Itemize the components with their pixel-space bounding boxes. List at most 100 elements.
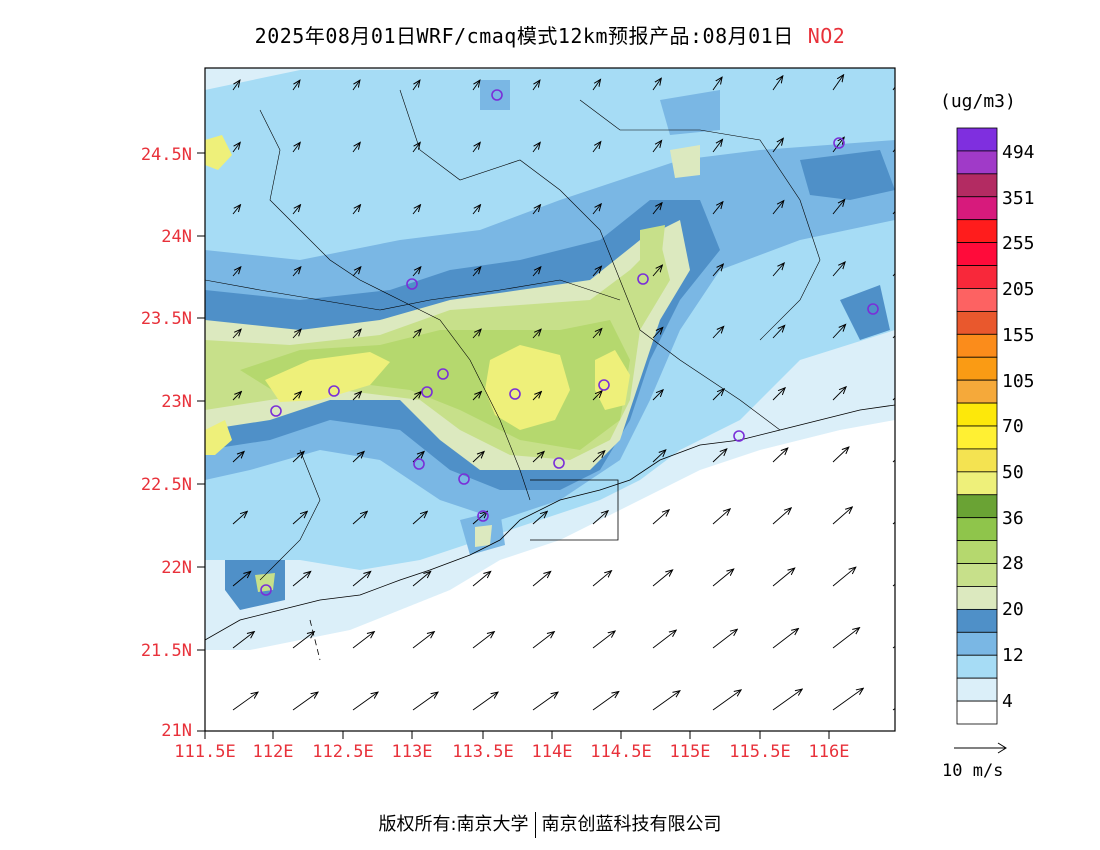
wind-arrow [772, 263, 784, 277]
wind-arrow [592, 571, 612, 587]
colorbar-cell [956, 425, 998, 450]
wind-arrow [592, 692, 619, 711]
wind-arrow [532, 392, 541, 401]
wind-arrow [232, 511, 247, 525]
colorbar-label-12: 12 [1002, 645, 1024, 666]
wind-arrow [592, 329, 602, 339]
colorbar-cell [956, 127, 998, 152]
copyright-right: 南京创蓝科技有限公司 [541, 814, 722, 835]
wind-arrow [532, 511, 547, 525]
lat-label-23: 23N [161, 392, 192, 412]
colorbar-cell [956, 677, 998, 702]
colorbar-cell [956, 448, 998, 473]
wind-arrow [772, 448, 788, 463]
wind-arrow [532, 632, 554, 649]
wind-arrow [772, 388, 785, 401]
monitoring-stations [260, 89, 879, 596]
colorbar-cell [956, 586, 998, 610]
station-marker [598, 379, 610, 391]
footer-divider [534, 812, 536, 838]
colorbar-label-205: 205 [1002, 279, 1035, 300]
wind-arrow [292, 452, 304, 463]
colorbar-label-255: 255 [1002, 233, 1035, 254]
colorbar-label-50: 50 [1002, 462, 1024, 483]
wind-arrow [712, 202, 723, 215]
station-marker [491, 89, 503, 101]
wind-arrow [352, 392, 361, 401]
colorbar-cell [956, 402, 998, 427]
lat-label-23-5: 23.5N [140, 309, 192, 329]
wind-arrow [772, 76, 783, 91]
wind-arrow [232, 329, 241, 339]
colorbar-label-28: 28 [1002, 553, 1024, 574]
colorbar-cell [956, 310, 998, 335]
wind-arrow [652, 630, 676, 649]
wind-arrow [592, 204, 601, 215]
wind-arrow [232, 632, 254, 649]
wind-arrow [472, 267, 481, 277]
lon-label-115-5: 115.5E [729, 742, 791, 762]
colorbar-cell [956, 242, 998, 266]
wind-arrow [532, 267, 541, 277]
wind-arrow [712, 389, 724, 401]
wind-arrow [652, 450, 666, 463]
colorbar-cell [956, 265, 998, 289]
colorbar-cell [956, 219, 998, 244]
station-marker [733, 430, 745, 442]
wind-arrow [712, 629, 737, 649]
wind-arrow [532, 80, 540, 91]
colorbar-cell [956, 608, 998, 633]
wind-arrow [412, 571, 431, 587]
station-marker [458, 473, 470, 485]
station-marker [413, 458, 425, 470]
wind-arrow [412, 205, 421, 215]
wind-arrow [292, 267, 301, 277]
copyright-footer: 版权所有:南京大学 南京创蓝科技有限公司 [0, 810, 1100, 838]
wind-arrow [292, 80, 300, 91]
wind-arrow [232, 80, 240, 91]
wind-arrow [772, 629, 798, 649]
colorbar-cell [956, 150, 998, 175]
wind-arrow [832, 567, 856, 587]
station-marker [553, 457, 565, 469]
wind-reference-label: 10 m/s [942, 761, 1004, 781]
wind-arrow [412, 511, 427, 525]
wind-arrow [352, 632, 374, 649]
wind-arrow [472, 142, 480, 153]
lon-label-111-5: 111.5E [174, 742, 236, 762]
wind-arrow [772, 689, 802, 711]
wind-arrow [292, 329, 301, 339]
station-marker [867, 303, 879, 315]
wind-arrow [592, 511, 608, 525]
wind-arrow [652, 78, 661, 91]
wind-arrow [412, 632, 434, 649]
colorbar-cell [956, 173, 998, 198]
colorbar-label-155: 155 [1002, 325, 1035, 346]
wind-arrow [772, 201, 784, 215]
wind-arrow [292, 632, 314, 649]
wind-arrow [472, 571, 491, 587]
wind-arrow [292, 142, 300, 153]
colorbar-label-4: 4 [1002, 691, 1013, 712]
lat-label-24-5: 24.5N [140, 145, 192, 165]
colorbar-cell [956, 517, 998, 542]
lat-label-21: 21N [161, 721, 192, 741]
station-marker [328, 385, 340, 397]
station-marker [421, 386, 433, 398]
wind-arrow [292, 392, 301, 401]
wind-arrow [532, 452, 544, 463]
wind-arrow [772, 568, 795, 587]
lon-label-114: 114E [531, 742, 573, 762]
wind-arrow [412, 692, 438, 711]
wind-arrow [652, 327, 663, 339]
colorbar-cell [956, 494, 998, 519]
colorbar-cell [956, 471, 998, 496]
lat-label-22-5: 22.5N [140, 475, 192, 495]
colorbar-cell [956, 333, 998, 358]
wind-arrow [832, 688, 863, 711]
wind-arrow [412, 267, 421, 277]
wind-arrow [592, 142, 601, 153]
wind-arrow [592, 451, 605, 463]
wind-arrow [652, 691, 680, 711]
